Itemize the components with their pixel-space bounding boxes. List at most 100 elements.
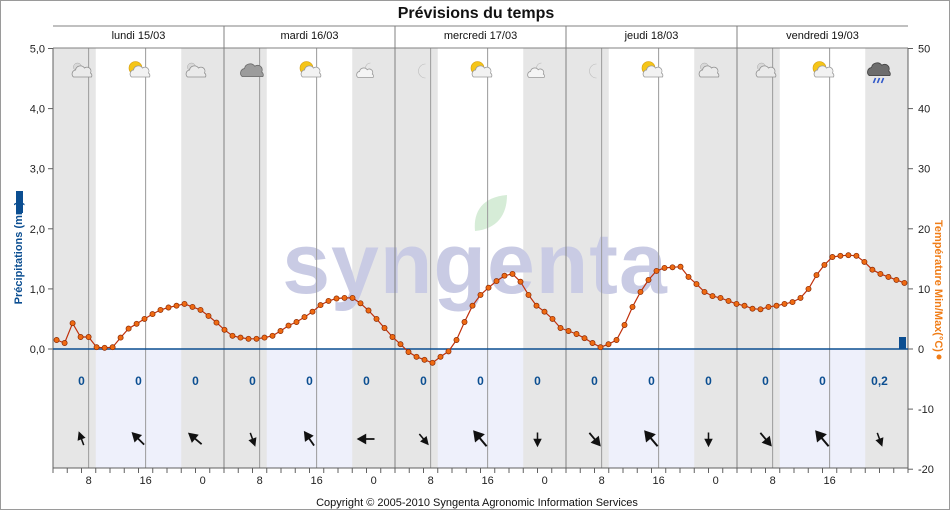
icon-cloud-shape: [129, 65, 151, 78]
temperature-point: [637, 288, 644, 295]
icon-cloud-shape: [356, 67, 374, 78]
precip-value-label: 0: [306, 374, 313, 388]
temperature-point: [157, 306, 164, 313]
temperature-point: [557, 325, 564, 331]
moon-cloud-icon: [527, 62, 545, 78]
temperature-point: [93, 344, 100, 351]
right-tick-label: -10: [918, 404, 934, 416]
temperature-point: [245, 335, 252, 342]
temperature-point: [805, 285, 812, 292]
wind-arrow-shape: [473, 430, 488, 447]
night-period-shade: [53, 48, 96, 468]
wind-arrow-icon: [187, 432, 203, 445]
temperature-point: [397, 341, 404, 348]
left-axis-title: Précipitations (mm): [13, 201, 25, 304]
icon-cloud-shape: [698, 65, 720, 78]
precip-value-label: 0: [477, 374, 484, 388]
icon-rain-drop: [876, 77, 881, 84]
temperature-point: [341, 294, 348, 301]
temperature-point: [701, 288, 708, 295]
wind-arrow-shape: [704, 432, 713, 448]
temperature-point: [317, 302, 324, 309]
temperature-point: [365, 307, 372, 314]
wind-arrow-icon: [77, 431, 86, 446]
wind-arrow-shape: [418, 433, 429, 446]
temperature-point: [589, 340, 596, 346]
day-label: lundi 15/03: [112, 30, 166, 42]
precip-value-label: 0: [420, 374, 427, 388]
partly-cloudy-icon: [755, 62, 777, 78]
temperature-point: [125, 325, 132, 332]
rain-cloud-icon: [867, 62, 891, 84]
wind-arrow-shape: [356, 433, 375, 445]
icon-cloud-shape: [185, 65, 207, 78]
icon-cloud-shape: [755, 65, 777, 78]
hour-tick-label: 8: [428, 475, 434, 487]
chart-title: Prévisions du temps: [398, 5, 555, 22]
temperature-point: [877, 270, 884, 277]
wind-arrow-shape: [533, 432, 542, 448]
temperature-point: [629, 303, 636, 310]
wind-arrow-icon: [704, 432, 713, 448]
icon-moon-shape: [418, 63, 426, 79]
temperature-point: [869, 266, 876, 273]
temperature-point: [53, 337, 60, 343]
temperature-point: [277, 328, 284, 334]
left-tick-label: 1,0: [30, 284, 45, 296]
hour-tick-label: 8: [257, 475, 263, 487]
temperature-point: [101, 344, 108, 351]
icon-moon-shape: [589, 63, 597, 79]
temperature-point: [541, 308, 548, 315]
temperature-point: [901, 279, 908, 286]
wind-arrow-shape: [77, 431, 86, 446]
icon-cloud-shape: [71, 65, 93, 78]
temperature-point: [469, 302, 476, 309]
day-label: vendredi 19/03: [786, 30, 859, 42]
temperature-point: [149, 311, 156, 318]
left-tick-label: 5,0: [30, 44, 45, 56]
temperature-point: [845, 252, 852, 259]
wind-arrow-shape: [303, 430, 315, 447]
wind-arrow-icon: [759, 432, 772, 447]
left-tick-label: 0,0: [30, 344, 45, 356]
wind-arrow-icon: [131, 432, 145, 446]
partly-cloudy-icon: [698, 62, 720, 78]
temperature-point: [237, 334, 244, 341]
hour-tick-label: 8: [770, 475, 776, 487]
wind-arrow-shape: [131, 432, 145, 446]
watermark-text: syngenta: [282, 216, 668, 312]
hour-tick-label: 0: [371, 475, 377, 487]
hour-tick-label: 16: [140, 475, 152, 487]
temperature-point: [621, 322, 628, 328]
wind-arrow-icon: [815, 430, 830, 447]
temperature-point: [461, 319, 468, 325]
temperature-point: [61, 340, 68, 346]
temperature-point: [685, 273, 692, 280]
sun-cloud-icon: [470, 61, 493, 78]
temperature-point: [413, 353, 420, 360]
temperature-point: [477, 291, 484, 298]
temperature-point: [837, 252, 844, 259]
temperature-point: [773, 302, 780, 309]
icon-cloud-shape: [240, 63, 264, 77]
precip-value-label: 0: [78, 374, 85, 388]
temperature-point: [733, 300, 740, 307]
temperature-point: [573, 331, 580, 337]
temperature-point: [197, 306, 204, 313]
wind-arrow-icon: [533, 432, 542, 448]
sun-cloud-icon: [299, 61, 322, 78]
temperature-point: [453, 337, 460, 343]
temperature-point: [757, 306, 764, 313]
temp-legend-marker: [936, 354, 942, 360]
temperature-point: [549, 315, 556, 322]
temperature-point: [525, 291, 532, 298]
temperature-point: [485, 284, 492, 291]
precip-value-label: 0: [762, 374, 769, 388]
temperature-point: [77, 334, 84, 340]
temperature-point: [133, 320, 140, 327]
temperature-point: [301, 314, 308, 321]
night-period-shade: [865, 48, 908, 468]
temperature-point: [821, 261, 828, 268]
temperature-point: [613, 337, 620, 343]
temperature-point: [861, 258, 868, 265]
